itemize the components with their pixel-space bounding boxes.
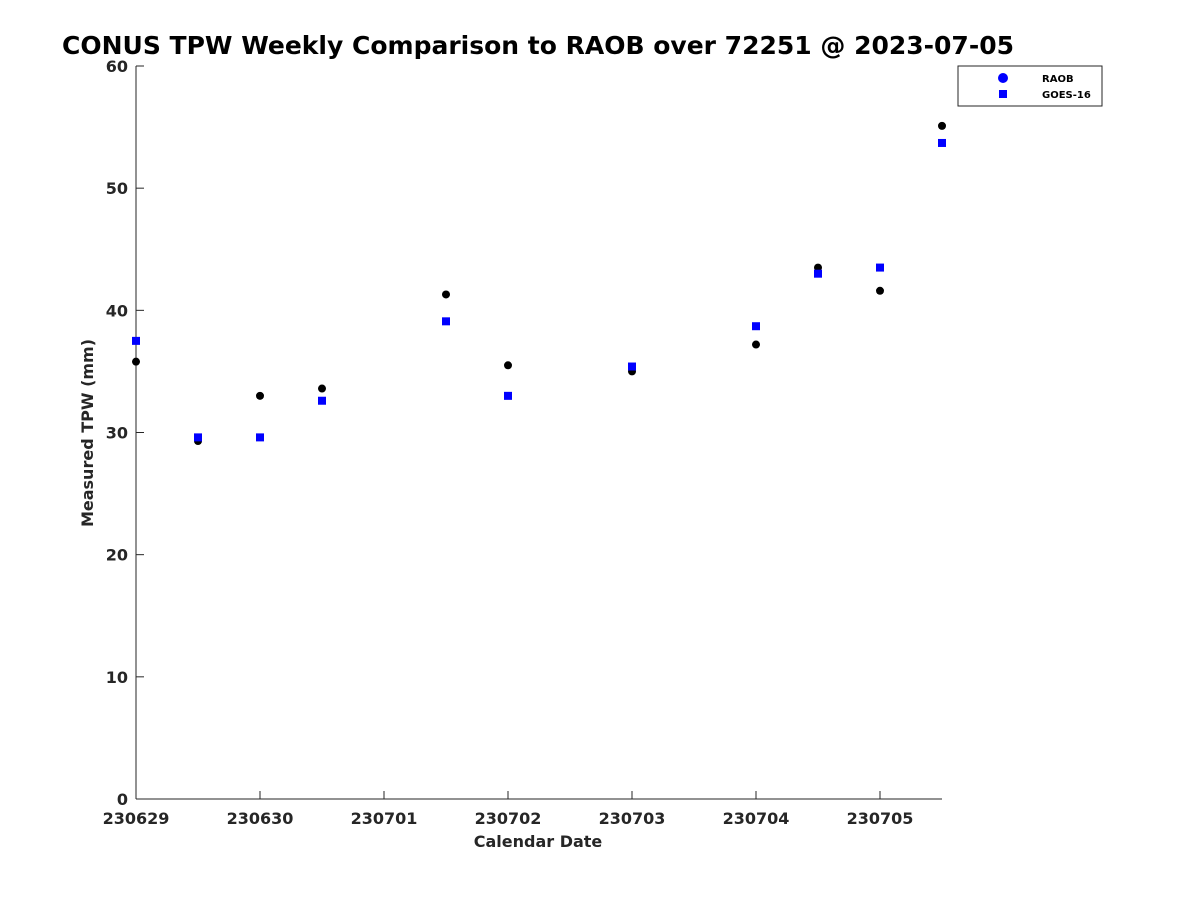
y-tick-label: 50 bbox=[106, 179, 128, 198]
x-tick-label: 230705 bbox=[847, 809, 914, 828]
goes-16-point bbox=[752, 322, 760, 331]
raob-point bbox=[876, 286, 884, 295]
legend-label-goes-16: GOES-16 bbox=[1042, 90, 1091, 101]
goes-16-point bbox=[256, 433, 264, 442]
goes-16-point bbox=[628, 362, 636, 371]
goes-16-point bbox=[876, 263, 884, 272]
goes-16-point bbox=[504, 391, 512, 400]
x-tick-label: 230629 bbox=[103, 809, 170, 828]
goes-16-point bbox=[938, 138, 946, 147]
legend-label-raob: RAOB bbox=[1042, 74, 1074, 85]
goes-16-point bbox=[442, 317, 450, 326]
legend: RAOB GOES-16 bbox=[957, 65, 1103, 107]
goes-16-point bbox=[318, 396, 326, 405]
chart-title: CONUS TPW Weekly Comparison to RAOB over… bbox=[62, 31, 1014, 60]
goes-16-point bbox=[194, 433, 202, 442]
x-tick-label: 230702 bbox=[475, 809, 542, 828]
raob-point bbox=[442, 290, 450, 299]
legend-marker-goes-16 bbox=[999, 90, 1007, 98]
axes bbox=[135, 66, 942, 800]
raob-point bbox=[814, 263, 822, 272]
y-axis-label: Measured TPW (mm) bbox=[78, 339, 97, 527]
y-tick-label: 0 bbox=[117, 790, 128, 809]
goes-16-point bbox=[132, 336, 140, 345]
x-tick-label: 230701 bbox=[351, 809, 418, 828]
y-tick-label: 60 bbox=[106, 57, 128, 76]
data-points bbox=[132, 121, 946, 446]
x-tick-label: 230704 bbox=[723, 809, 790, 828]
raob-point bbox=[504, 361, 512, 370]
x-tick-label: 230703 bbox=[599, 809, 666, 828]
y-tick-label: 10 bbox=[106, 668, 128, 687]
raob-point bbox=[318, 384, 326, 393]
y-tick-label: 40 bbox=[106, 301, 128, 320]
x-tick-label: 230630 bbox=[227, 809, 294, 828]
ticks: 0 10 20 30 40 50 60 230629 230630 230701 230702 230… bbox=[103, 57, 914, 828]
raob-point bbox=[752, 340, 760, 349]
raob-point bbox=[256, 391, 264, 400]
raob-point bbox=[938, 121, 946, 130]
raob-point bbox=[132, 357, 140, 366]
y-tick-label: 20 bbox=[106, 546, 128, 565]
legend-marker-raob bbox=[998, 73, 1008, 83]
y-tick-label: 30 bbox=[106, 424, 128, 443]
goes-16-point bbox=[814, 269, 822, 278]
legend-box bbox=[957, 65, 1103, 107]
x-axis-label: Calendar Date bbox=[474, 832, 603, 851]
